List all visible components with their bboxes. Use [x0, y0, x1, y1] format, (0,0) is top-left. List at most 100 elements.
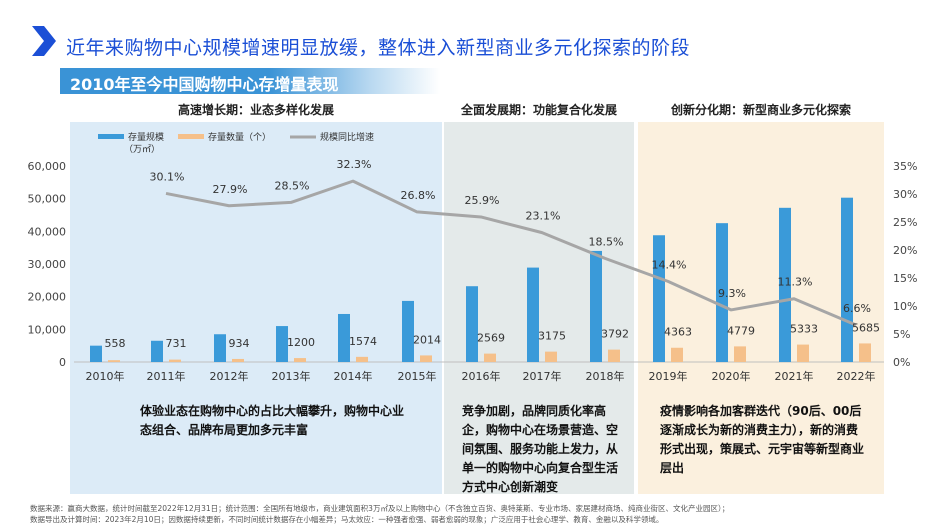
data-label-stock-count: 934: [229, 337, 250, 350]
data-label-stock-count: 1574: [349, 335, 377, 348]
bar-stock-size: [276, 326, 288, 362]
data-label-growth-rate: 28.5%: [275, 179, 310, 192]
phase-2-label: 全面发展期：功能复合化发展: [460, 103, 617, 117]
data-label-stock-count: 4779: [727, 324, 755, 337]
x-tick-label: 2010年: [86, 369, 125, 383]
bar-stock-size: [590, 250, 602, 362]
data-label-growth-rate: 32.3%: [337, 158, 372, 171]
data-label-growth-rate: 11.3%: [778, 276, 813, 289]
phase-1-label: 高速增长期：业态多样化发展: [177, 103, 334, 117]
data-label-stock-count: 3175: [538, 330, 566, 343]
data-label-stock-count: 5685: [852, 321, 880, 334]
bar-stock-count: [484, 353, 496, 362]
bar-stock-count: [420, 355, 432, 362]
y-right-tick-label: 35%: [893, 160, 917, 173]
data-label-stock-count: 2569: [477, 332, 505, 345]
data-label-stock-count: 3792: [601, 328, 629, 341]
bar-stock-count: [734, 346, 746, 362]
y-right-tick-label: 25%: [893, 216, 917, 229]
y-left-tick-label: 10,000: [28, 323, 67, 336]
legend-swatch-stock-size: [98, 134, 124, 139]
y-left-tick-label: 60,000: [28, 160, 67, 173]
y-left-tick-label: 20,000: [28, 291, 67, 304]
data-label-stock-count: 731: [166, 337, 187, 350]
y-right-tick-label: 10%: [893, 300, 917, 313]
footnote-source: 数据来源：赢商大数据，统计时间截至2022年12月31日；统计范围：全国所有地级…: [30, 504, 730, 513]
bar-stock-count: [108, 360, 120, 362]
y-right-tick-label: 15%: [893, 272, 917, 285]
bar-stock-size: [151, 340, 163, 362]
x-tick-label: 2012年: [210, 369, 249, 383]
x-tick-label: 2013年: [272, 369, 311, 383]
phase-2-description: 竞争加剧，品牌同质化率高企，购物中心在场景营造、空间氛围、服务功能上发力，从单一…: [462, 404, 619, 494]
footnote-notes: 数据导出及计算时间：2023年2月10日；因数据持续更新，不同时间统计数据存在小…: [30, 515, 664, 524]
x-tick-label: 2020年: [712, 369, 751, 383]
phase-1-description: 体验业态在购物中心的占比大幅攀升，购物中心业态组合、品牌布局更加多元丰富: [140, 404, 405, 437]
bar-stock-count: [859, 343, 871, 362]
bar-stock-size: [716, 223, 728, 362]
y-left-tick-label: 40,000: [28, 225, 67, 238]
y-left-tick-label: 0: [59, 356, 66, 369]
data-label-growth-rate: 25.9%: [465, 194, 500, 207]
data-label-stock-count: 1200: [287, 336, 315, 349]
bar-stock-count: [294, 358, 306, 362]
x-tick-label: 2022年: [837, 369, 876, 383]
phase-3-description: 疫情影响各加客群迭代（90后、00后逐渐成长为新的消费主力），新的消费形式出现，…: [660, 404, 865, 475]
subtitle-banner: [60, 68, 440, 94]
data-label-growth-rate: 23.1%: [526, 210, 561, 223]
data-label-stock-count: 558: [105, 337, 126, 350]
y-left-tick-label: 50,000: [28, 193, 67, 206]
bar-stock-count: [608, 349, 620, 362]
bar-stock-size: [338, 313, 350, 362]
bar-stock-size: [527, 267, 539, 362]
chevron-logo-icon: [32, 26, 56, 56]
bar-stock-count: [169, 359, 181, 362]
data-label-growth-rate: 6.6%: [843, 302, 871, 315]
legend-label-stock-size: 存量规模: [128, 131, 164, 143]
bar-stock-size: [841, 197, 853, 362]
data-label-stock-count: 5333: [790, 323, 818, 336]
data-label-growth-rate: 26.8%: [401, 189, 436, 202]
line-growth-rate: [165, 179, 857, 327]
data-label-growth-rate: 14.4%: [652, 258, 687, 271]
phase-1-background: [70, 122, 442, 494]
bar-stock-size: [90, 345, 102, 362]
legend-swatch-stock-count: [178, 134, 204, 139]
legend-label-stock-size-unit: （万㎡）: [124, 144, 160, 155]
bar-stock-count: [797, 344, 809, 362]
bar-stock-size: [402, 300, 414, 362]
data-label-growth-rate: 27.9%: [213, 183, 248, 196]
x-tick-label: 2015年: [398, 369, 437, 383]
page-title: 近年来购物中心规模增速明显放缓，整体进入新型商业多元化探索的阶段: [66, 37, 691, 59]
bar-stock-count: [545, 351, 557, 362]
bar-stock-count: [671, 347, 683, 362]
x-tick-label: 2018年: [586, 369, 625, 383]
x-tick-label: 2011年: [147, 369, 186, 383]
legend-label-stock-count: 存量数量（个）: [208, 131, 271, 143]
data-label-growth-rate: 30.1%: [150, 170, 185, 183]
data-label-stock-count: 2014: [413, 333, 441, 346]
chart-subtitle: 2010年至今中国购物中心存增量表现: [70, 75, 339, 94]
data-label-stock-count: 4363: [664, 326, 692, 339]
y-right-tick-label: 20%: [893, 244, 917, 257]
phase-3-label: 创新分化期：新型商业多元化探索: [670, 103, 851, 117]
bar-stock-size: [466, 286, 478, 362]
y-right-tick-label: 0%: [893, 356, 910, 369]
bar-stock-size: [653, 235, 665, 362]
x-tick-label: 2021年: [775, 369, 814, 383]
x-tick-label: 2017年: [523, 369, 562, 383]
data-label-growth-rate: 18.5%: [589, 235, 624, 248]
bar-stock-count: [232, 358, 244, 362]
y-right-tick-label: 5%: [893, 328, 910, 341]
x-tick-label: 2016年: [462, 369, 501, 383]
y-left-tick-label: 30,000: [28, 258, 67, 271]
bar-stock-size: [214, 334, 226, 362]
data-label-growth-rate: 9.3%: [718, 287, 746, 300]
x-tick-label: 2014年: [334, 369, 373, 383]
legend-label-growth-rate: 规模同比增速: [320, 131, 374, 143]
bar-stock-count: [356, 356, 368, 362]
bar-stock-size: [779, 207, 791, 362]
x-tick-label: 2019年: [649, 369, 688, 383]
y-right-tick-label: 30%: [893, 188, 917, 201]
